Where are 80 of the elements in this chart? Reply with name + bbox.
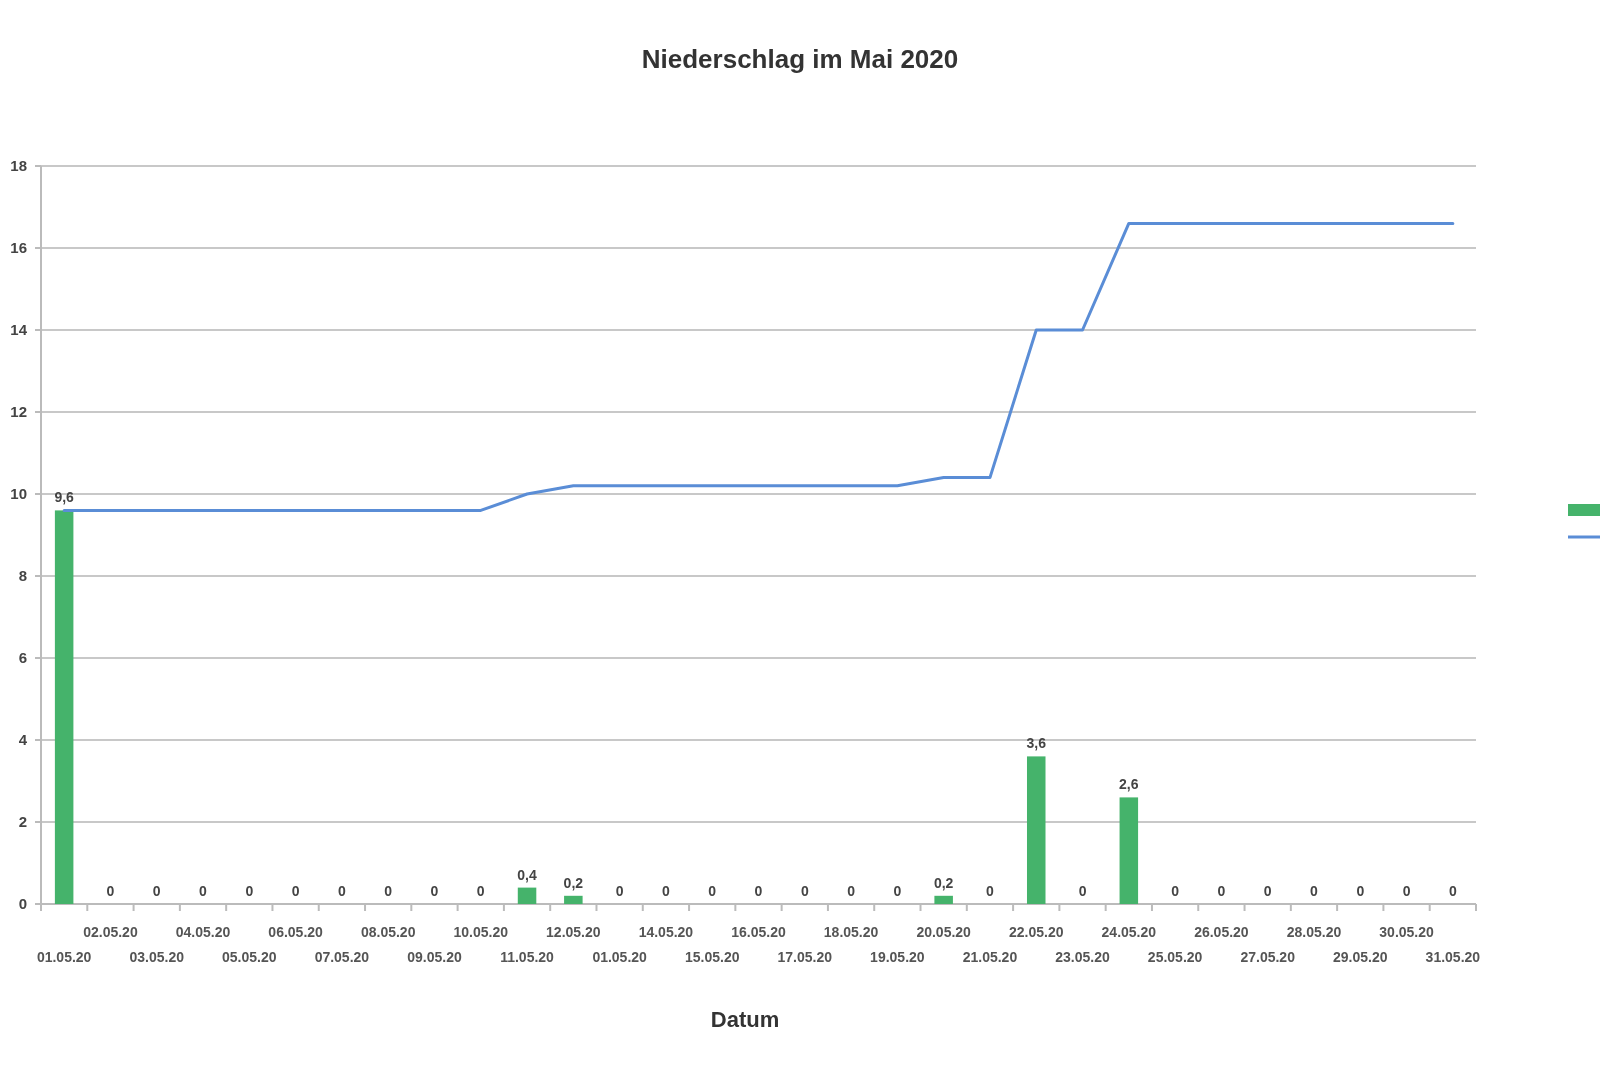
x-tick-label: 15.05.20 — [684, 949, 740, 965]
x-tick-label: 17.05.20 — [777, 949, 833, 965]
x-tick-label: 08.05.20 — [360, 924, 416, 940]
data-label: 0 — [199, 883, 208, 899]
y-tick-label: 14 — [10, 321, 28, 338]
y-tick-label: 12 — [10, 403, 27, 420]
x-tick-label: 18.05.20 — [823, 924, 879, 940]
x-tick-label: 12.05.20 — [546, 924, 601, 940]
x-tick-label: 19.05.20 — [870, 949, 925, 965]
data-label: 0 — [1171, 883, 1180, 899]
x-tick-label: 27.05.20 — [1240, 949, 1296, 965]
data-label: 0 — [986, 883, 995, 899]
x-tick-label: 02.05.20 — [83, 924, 138, 940]
data-label: 0 — [847, 883, 856, 899]
x-tick-label: 29.05.20 — [1333, 949, 1388, 965]
x-tick-label: 14.05.20 — [638, 924, 694, 940]
y-tick-label: 16 — [10, 239, 27, 256]
y-tick-label: 6 — [18, 649, 27, 666]
x-tick-label: 07.05.20 — [314, 949, 370, 965]
y-tick-label: 10 — [10, 485, 27, 502]
x-tick-label: 24.05.20 — [1101, 924, 1157, 940]
x-tick-label: 09.05.20 — [407, 949, 462, 965]
y-tick-label: 8 — [18, 567, 27, 584]
x-tick-label: 31.05.20 — [1425, 949, 1481, 965]
bar — [564, 895, 583, 904]
data-label: 0,2 — [933, 874, 954, 891]
data-label: 0 — [1263, 883, 1272, 899]
y-tick-label: 18 — [10, 157, 27, 174]
data-label: 0 — [1448, 883, 1457, 899]
bar — [54, 510, 74, 904]
x-tick-label: 23.05.20 — [1055, 949, 1110, 965]
data-label: 0,4 — [517, 866, 537, 883]
data-label: 2,6 — [1119, 776, 1139, 793]
x-tick-label: 06.05.20 — [268, 924, 324, 940]
x-axis-title: Datum — [710, 1007, 780, 1032]
data-label: 0 — [1310, 883, 1319, 899]
data-label: 0 — [754, 883, 763, 899]
data-label: 0,2 — [563, 874, 584, 891]
data-label: 0 — [1356, 883, 1365, 899]
data-label: 0 — [1217, 883, 1226, 899]
data-label: 9,6 — [54, 489, 75, 506]
x-tick-label: 22.05.20 — [1008, 924, 1064, 940]
x-tick-label: 25.05.20 — [1147, 949, 1203, 965]
data-label: 0 — [106, 883, 115, 899]
data-label: 0 — [800, 883, 809, 899]
x-tick-label: 30.05.20 — [1379, 924, 1435, 940]
data-label: 0 — [615, 883, 624, 899]
data-label: 0 — [708, 883, 717, 899]
data-label: 0 — [662, 883, 671, 899]
bar — [934, 895, 953, 904]
x-tick-label: 20.05.20 — [916, 924, 972, 940]
x-tick-label: 04.05.20 — [175, 924, 231, 940]
x-tick-label: 28.05.20 — [1286, 924, 1342, 940]
x-tick-label: 10.05.20 — [453, 924, 509, 940]
x-tick-label: 01.05.20 — [36, 949, 92, 965]
y-tick-label: 2 — [18, 813, 27, 830]
x-tick-label: 05.05.20 — [222, 949, 277, 965]
data-label: 0 — [430, 883, 439, 899]
data-label: 0 — [893, 883, 902, 899]
bar — [1026, 756, 1046, 904]
data-label: 3,6 — [1026, 735, 1047, 752]
chart-title: Niederschlag im Mai 2020 — [641, 44, 959, 74]
data-label: 0 — [1078, 883, 1087, 899]
bar — [1119, 797, 1139, 904]
data-label: 0 — [245, 883, 254, 899]
data-label: 0 — [337, 883, 346, 899]
data-label: 0 — [291, 883, 300, 899]
x-tick-label: 21.05.20 — [962, 949, 1018, 965]
data-label: 0 — [384, 883, 393, 899]
data-label: 0 — [476, 883, 485, 899]
bar — [517, 887, 537, 904]
y-tick-label: 0 — [18, 895, 27, 912]
data-label: 0 — [1402, 883, 1411, 899]
y-tick-label: 4 — [18, 731, 28, 748]
x-tick-label: 11.05.20 — [500, 949, 555, 965]
data-label: 0 — [152, 883, 161, 899]
x-tick-label: 01.05.20 — [592, 949, 648, 965]
x-tick-label: 03.05.20 — [129, 949, 185, 965]
x-tick-label: 26.05.20 — [1194, 924, 1249, 940]
x-tick-label: 16.05.20 — [731, 924, 786, 940]
